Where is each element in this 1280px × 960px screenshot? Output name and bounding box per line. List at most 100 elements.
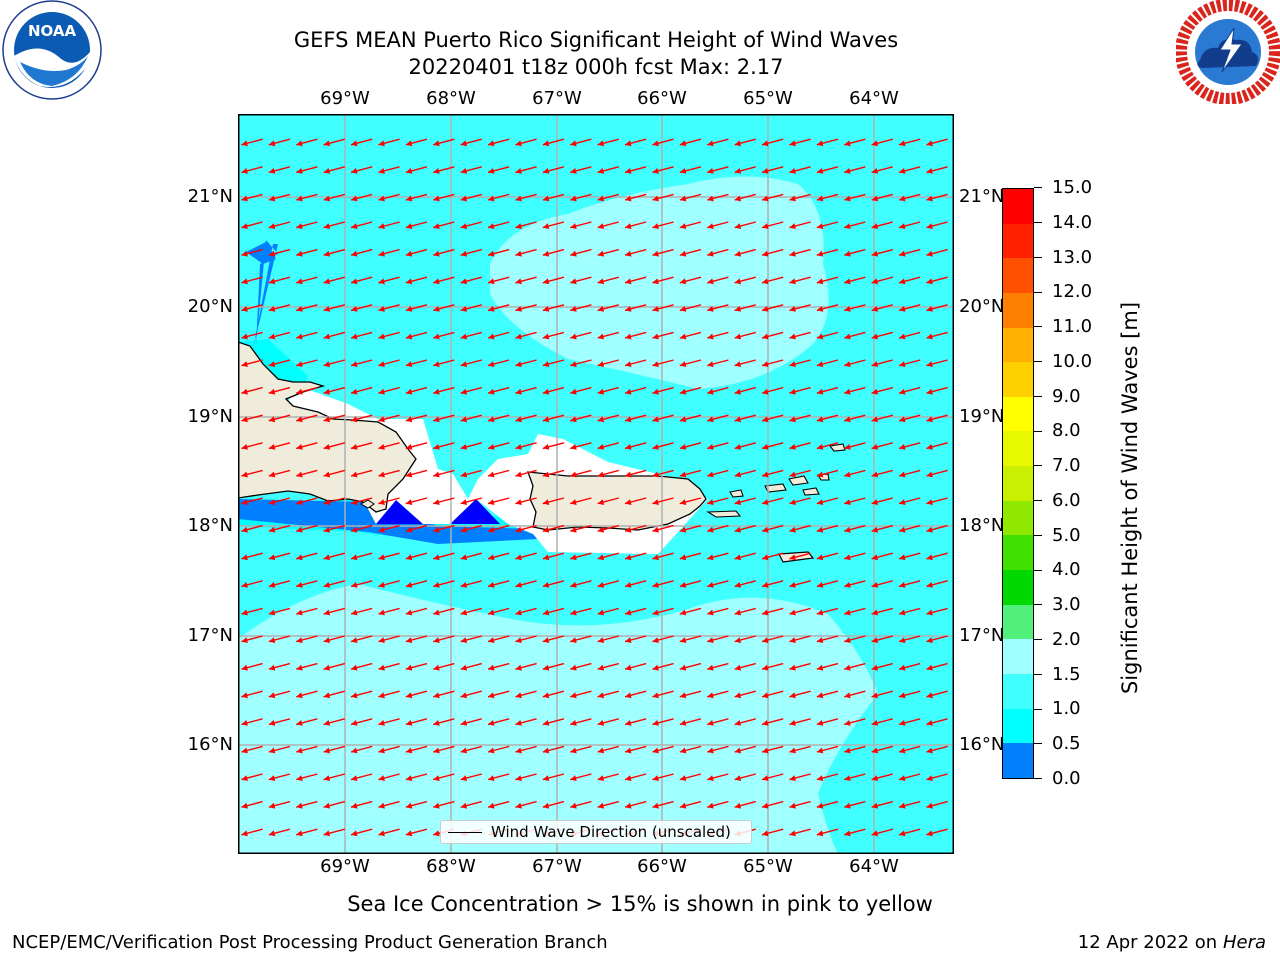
wind-wave-arrow (816, 607, 839, 616)
wind-wave-arrow (268, 635, 291, 643)
colorbar-tick-mark (1034, 639, 1042, 641)
wind-wave-arrow (898, 745, 921, 754)
land-mona-island (359, 499, 375, 509)
wind-wave-arrow (241, 359, 263, 367)
wind-wave-arrow (241, 138, 263, 147)
wind-wave-arrow (871, 331, 893, 340)
wind-wave-arrow (268, 221, 291, 229)
colorbar-title: Significant Height of Wind Waves [m] (1118, 301, 1142, 695)
wind-wave-arrow (871, 552, 893, 561)
lat-label-right: 17°N (959, 625, 1005, 646)
wind-wave-arrow (433, 718, 455, 726)
wind-wave-arrow (816, 580, 839, 588)
wind-wave-arrow (707, 662, 729, 671)
wind-wave-arrow (871, 442, 893, 450)
wind-wave-arrow (405, 469, 428, 478)
wind-wave-arrow (570, 138, 592, 147)
wind-wave-arrow (323, 469, 345, 478)
wind-wave-arrow (433, 248, 455, 257)
wind-wave-arrow (405, 690, 428, 699)
wind-wave-arrow (515, 414, 537, 423)
graticule (238, 114, 954, 854)
wind-wave-arrow (378, 662, 400, 671)
wind-wave-arrow (460, 166, 482, 174)
wind-wave-arrow (515, 166, 537, 174)
wind-wave-arrow (542, 359, 565, 367)
wind-wave-arrow (460, 359, 482, 367)
wind-wave-arrow (296, 800, 318, 809)
colorbar-tick-label: 10.0 (1052, 350, 1093, 372)
wind-wave-arrow (405, 497, 428, 505)
wind-wave-arrow (405, 221, 428, 229)
wind-wave-arrow (323, 304, 345, 312)
colorbar-segment (1003, 292, 1033, 328)
wind-wave-arrow (378, 828, 400, 837)
wind-wave-arrow (241, 635, 263, 643)
wind-wave-arrow (679, 221, 702, 229)
wind-wave-arrow (405, 552, 428, 561)
colorbar-tick-mark (1034, 465, 1042, 467)
wind-wave-arrow (789, 773, 811, 781)
wind-wave-arrow (296, 635, 318, 643)
wind-wave-arrow (296, 386, 318, 395)
lon-label-bottom: 69°W (320, 856, 370, 877)
wind-wave-arrow (542, 276, 565, 285)
wind-wave-arrow (679, 552, 702, 561)
wind-wave-arrow (433, 359, 455, 367)
wind-wave-arrow (460, 442, 482, 450)
wind-wave-arrow (707, 552, 729, 561)
footer-date-text: 12 Apr 2022 on (1077, 932, 1223, 953)
wind-wave-arrow (350, 580, 373, 588)
wind-wave-arrow (734, 248, 756, 257)
wind-wave-arrow (679, 662, 702, 671)
wind-wave-arrow (405, 745, 428, 754)
wind-wave-arrow (761, 469, 784, 478)
wind-wave-arrow (707, 138, 729, 147)
wind-wave-arrow (707, 690, 729, 699)
colorbar-segment (1003, 604, 1033, 640)
wind-wave-arrow (734, 607, 756, 616)
wind-wave-arrow (378, 524, 400, 533)
colorbar-tick-label: 12.0 (1052, 281, 1093, 303)
lon-label-bottom: 64°W (849, 856, 899, 877)
wind-wave-arrow (789, 469, 811, 478)
wind-wave-arrow (323, 359, 345, 367)
wind-wave-arrow (433, 635, 455, 643)
wind-wave-arrow (871, 304, 893, 312)
wind-wave-arrow (597, 690, 619, 699)
lat-label-right: 19°N (959, 406, 1005, 427)
wind-wave-arrow (296, 138, 318, 147)
wind-wave-arrow (460, 524, 482, 533)
wind-wave-arrow (378, 497, 400, 505)
wind-wave-arrow (241, 718, 263, 726)
wind-wave-arrow (926, 193, 948, 202)
land-virgin-islands (729, 489, 744, 498)
wind-wave-arrow (898, 607, 921, 616)
wind-wave-arrow (323, 552, 345, 561)
wind-wave-arrow (734, 800, 756, 809)
wind-wave-arrow (624, 166, 647, 174)
wind-wave-arrow (350, 828, 373, 837)
wind-wave-arrow (679, 276, 702, 285)
wind-wave-arrows (241, 138, 948, 837)
wind-wave-arrow (487, 524, 510, 533)
wind-wave-arrow (268, 386, 291, 395)
wind-wave-arrow (652, 304, 674, 312)
wind-wave-arrow (761, 635, 784, 643)
wind-wave-arrow (433, 497, 455, 505)
wind-wave-arrow (542, 745, 565, 754)
lon-label-bottom: 67°W (532, 856, 582, 877)
wind-wave-arrow (898, 442, 921, 450)
land-virgin-islands (802, 487, 820, 496)
wind-wave-arrow (378, 304, 400, 312)
wind-wave-arrow (323, 635, 345, 643)
wind-wave-arrow (789, 607, 811, 616)
colorbar-tick-label: 0.0 (1052, 768, 1081, 789)
wind-wave-arrow (241, 745, 263, 754)
wind-wave-arrow (926, 304, 948, 312)
wind-wave-arrow (378, 248, 400, 257)
wind-wave-arrow (241, 193, 263, 202)
colorbar-tick-label: 7.0 (1052, 455, 1081, 477)
wind-wave-arrow (734, 662, 756, 671)
lat-label-right: 18°N (959, 515, 1005, 536)
